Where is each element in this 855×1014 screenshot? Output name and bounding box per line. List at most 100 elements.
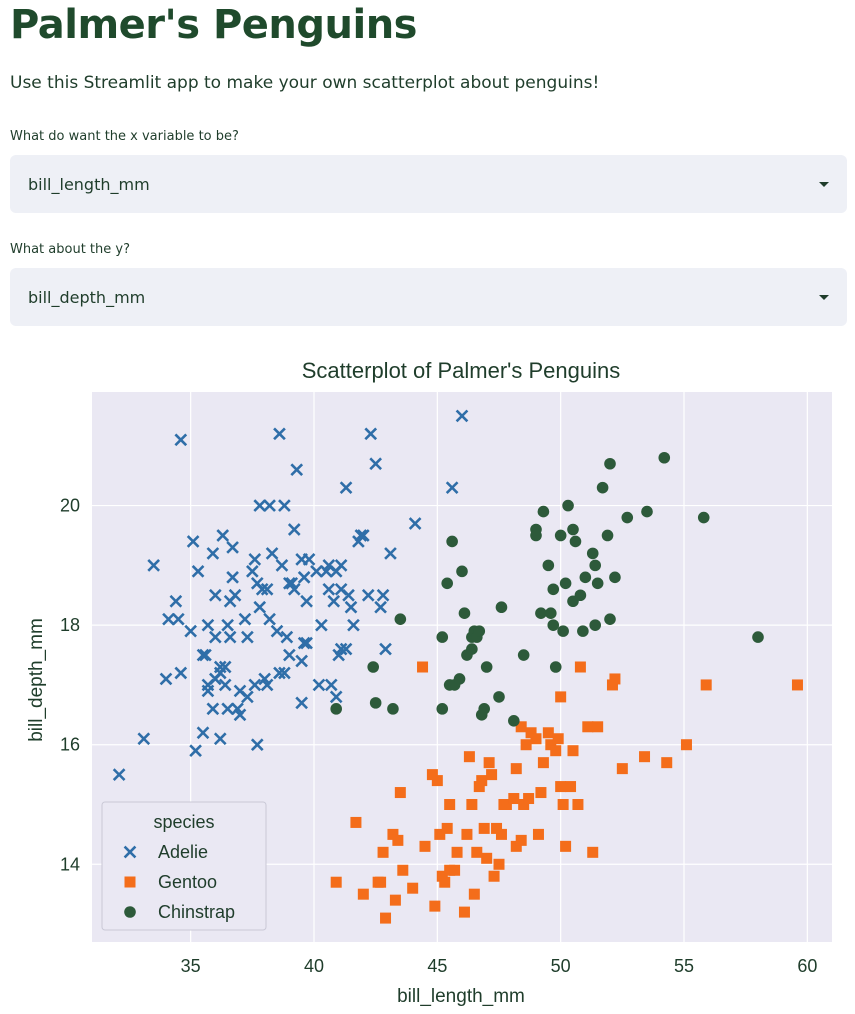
legend-marker-gentoo: [124, 876, 136, 888]
point-chinstrap: [436, 703, 449, 715]
legend-marker-adelie: [123, 845, 137, 859]
point-adelie: [174, 666, 188, 680]
chevron-down-icon[interactable]: [819, 181, 829, 187]
point-adelie: [290, 463, 304, 477]
y-tick-label: 16: [60, 735, 80, 755]
point-chinstrap: [567, 523, 579, 536]
point-chinstrap: [596, 481, 609, 494]
point-chinstrap: [473, 625, 486, 637]
point-adelie: [379, 642, 392, 656]
point-gentoo: [473, 781, 485, 793]
point-chinstrap: [446, 535, 458, 548]
point-gentoo: [532, 828, 544, 840]
point-gentoo: [510, 840, 522, 852]
point-adelie: [278, 499, 291, 512]
point-chinstrap: [557, 625, 569, 637]
point-chinstrap: [394, 613, 407, 625]
legend-box: [101, 801, 267, 931]
point-adelie: [221, 618, 235, 632]
y-axis-label: bill_depth_mm: [26, 618, 47, 742]
point-adelie: [196, 648, 210, 662]
point-gentoo: [481, 852, 493, 864]
point-gentoo: [375, 876, 387, 888]
point-chinstrap: [330, 703, 343, 715]
point-adelie: [455, 409, 469, 423]
point-adelie: [287, 523, 301, 536]
point-adelie: [270, 624, 284, 638]
chart-title: Scatterplot of Palmer's Penguins: [302, 358, 620, 383]
point-chinstrap: [456, 565, 468, 578]
point-adelie: [265, 547, 279, 560]
point-adelie: [238, 612, 252, 626]
point-gentoo: [661, 757, 673, 769]
y-variable-select[interactable]: bill_depth_mm: [10, 268, 847, 326]
y-axis-ticks: 14 16 18 20: [60, 496, 80, 875]
point-adelie: [201, 678, 215, 692]
x-variable-select[interactable]: bill_length_mm: [10, 155, 847, 213]
point-chinstrap: [621, 511, 634, 524]
point-adelie: [201, 618, 215, 632]
point-adelie: [174, 433, 188, 447]
point-gentoo: [530, 733, 542, 745]
point-chinstrap: [752, 631, 764, 643]
x-tick-label: 50: [551, 956, 571, 976]
point-adelie: [339, 642, 353, 656]
point-adelie: [285, 576, 299, 590]
point-adelie: [280, 630, 294, 644]
point-gentoo: [606, 679, 618, 691]
point-chinstrap: [589, 559, 601, 572]
point-gentoo: [567, 745, 579, 757]
point-adelie: [319, 565, 333, 578]
point-chinstrap: [577, 625, 589, 637]
point-gentoo: [330, 876, 342, 888]
point-adelie: [263, 612, 276, 626]
point-adelie: [228, 588, 242, 602]
point-adelie: [199, 648, 212, 662]
point-chinstrap: [569, 535, 582, 548]
point-adelie: [241, 690, 254, 704]
point-adelie: [248, 678, 262, 692]
point-adelie: [295, 696, 309, 710]
point-gentoo: [458, 906, 470, 918]
point-adelie: [445, 481, 459, 494]
point-chinstrap: [542, 559, 555, 572]
point-gentoo: [419, 840, 431, 852]
point-gentoo: [471, 846, 483, 858]
point-adelie: [329, 565, 343, 578]
point-adelie: [208, 588, 222, 602]
point-gentoo: [500, 799, 512, 810]
point-gentoo: [441, 822, 453, 834]
point-gentoo: [508, 793, 520, 805]
chevron-down-icon[interactable]: [819, 294, 829, 300]
point-gentoo: [476, 775, 488, 787]
x-tick-label: 40: [304, 956, 324, 976]
point-adelie: [329, 690, 343, 704]
point-gentoo: [392, 834, 404, 846]
point-adelie: [147, 559, 161, 572]
point-adelie: [275, 559, 289, 572]
point-gentoo: [491, 822, 503, 834]
legend-label-chinstrap: Chinstrap: [158, 902, 235, 922]
point-gentoo: [483, 757, 495, 769]
point-adelie: [376, 588, 390, 602]
point-gentoo: [495, 828, 507, 840]
point-gentoo: [444, 799, 456, 810]
point-adelie: [374, 600, 387, 614]
point-adelie: [206, 547, 220, 560]
point-gentoo: [518, 799, 530, 810]
point-adelie: [231, 702, 244, 716]
point-adelie: [342, 588, 355, 602]
point-adelie: [250, 738, 264, 752]
point-chinstrap: [586, 547, 599, 560]
point-adelie: [191, 565, 205, 578]
point-adelie: [213, 732, 227, 746]
point-adelie: [189, 744, 202, 758]
point-gentoo: [478, 822, 490, 834]
point-gentoo: [387, 828, 399, 840]
point-adelie: [322, 582, 336, 596]
legend-title: species: [153, 812, 214, 832]
x-select-value: bill_length_mm: [28, 174, 150, 194]
point-chinstrap: [549, 661, 562, 673]
point-gentoo: [407, 882, 419, 894]
point-chinstrap: [604, 613, 616, 625]
